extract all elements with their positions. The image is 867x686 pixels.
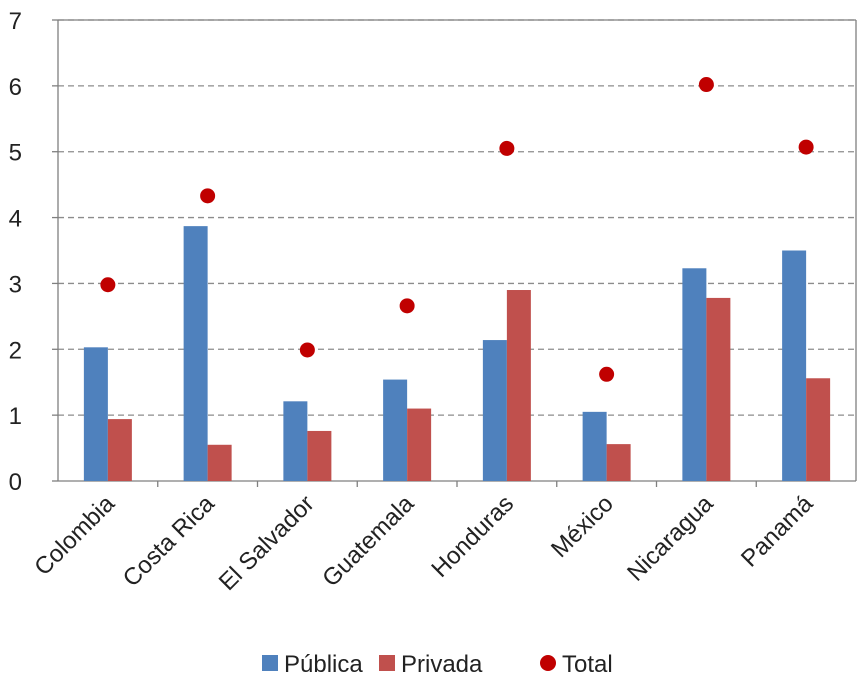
bar-privada bbox=[207, 444, 232, 481]
legend-marker bbox=[540, 655, 556, 671]
y-tick-label: 3 bbox=[9, 271, 22, 298]
y-tick-label: 1 bbox=[9, 403, 22, 430]
bar-publica bbox=[83, 347, 108, 481]
bar-privada bbox=[307, 430, 332, 481]
bar-publica bbox=[283, 401, 308, 481]
point-total bbox=[698, 77, 714, 93]
y-tick-label: 5 bbox=[9, 140, 22, 167]
bar-publica bbox=[682, 268, 707, 481]
y-tick-label: 0 bbox=[9, 469, 22, 496]
y-tick-label: 4 bbox=[9, 206, 22, 233]
point-total bbox=[100, 277, 116, 293]
legend-label: Privada bbox=[401, 651, 483, 678]
gridlines bbox=[58, 19, 856, 416]
bar-privada bbox=[107, 419, 132, 481]
y-tick-label: 7 bbox=[9, 8, 22, 35]
point-total bbox=[599, 366, 615, 382]
bar-privada bbox=[506, 290, 531, 481]
y-tick-label: 2 bbox=[9, 337, 22, 364]
legend-swatch bbox=[379, 655, 395, 671]
bar-publica bbox=[383, 379, 408, 481]
x-tick-label: México bbox=[546, 490, 619, 563]
point-total bbox=[299, 342, 315, 358]
total-points bbox=[100, 77, 814, 382]
legend-swatch bbox=[262, 655, 278, 671]
bar-publica bbox=[482, 340, 507, 481]
x-tick-label: Nicaragua bbox=[622, 490, 719, 587]
bar-publica bbox=[183, 226, 208, 481]
x-tick-label: Costa Rica bbox=[118, 490, 221, 593]
legend-label: Total bbox=[562, 651, 613, 678]
bar-privada bbox=[606, 444, 631, 481]
y-tick-labels: 0 1 2 3 4 5 6 7 bbox=[9, 8, 22, 496]
x-tick-label: Honduras bbox=[426, 490, 519, 583]
x-tick-label: Colombia bbox=[29, 490, 120, 581]
bar-publica bbox=[782, 250, 807, 481]
point-total bbox=[499, 140, 515, 156]
legend-label: Pública bbox=[284, 651, 363, 678]
x-tick-label: El Salvador bbox=[214, 490, 320, 596]
x-tick-label: Guatemala bbox=[317, 490, 420, 593]
x-tick-label: Panamá bbox=[736, 490, 819, 573]
point-total bbox=[798, 139, 814, 155]
bar-publica bbox=[582, 411, 607, 481]
point-total bbox=[200, 188, 216, 204]
bar-privada bbox=[806, 378, 831, 481]
legend: Pública Privada Total bbox=[262, 651, 613, 678]
point-total bbox=[399, 298, 415, 314]
y-tick-label: 6 bbox=[9, 74, 22, 101]
bar-privada bbox=[706, 297, 731, 481]
bars bbox=[83, 226, 831, 481]
bar-privada bbox=[407, 408, 432, 481]
axes bbox=[52, 19, 857, 487]
